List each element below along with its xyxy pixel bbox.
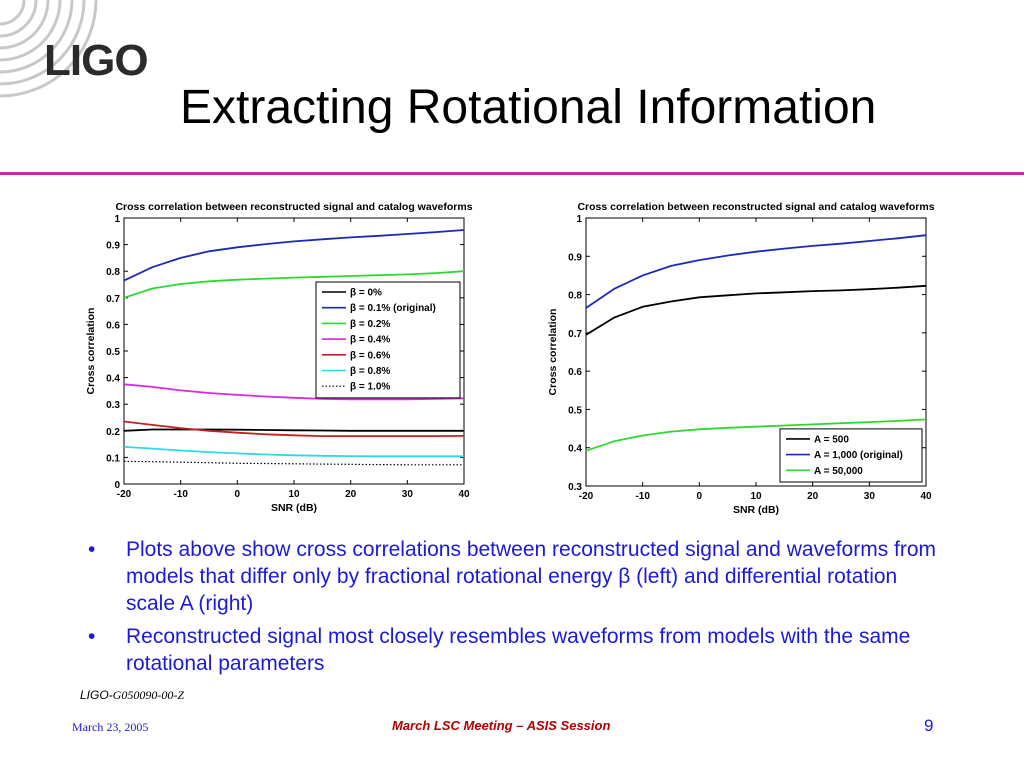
legend-label: A = 1,000 (original)	[814, 450, 903, 461]
legend-label: β = 0.6%	[350, 350, 390, 361]
document-id-number: G050090-00-Z	[112, 688, 185, 702]
series-line-4	[123, 383, 465, 401]
x-tick-label: -10	[173, 489, 188, 500]
series-line-6	[123, 445, 464, 458]
x-tick-label: -10	[635, 491, 650, 502]
x-tick-label: 10	[750, 491, 762, 502]
x-tick-label: 20	[807, 491, 819, 502]
y-tick-label: 0.6	[568, 367, 582, 378]
x-axis-label: SNR (dB)	[271, 502, 317, 514]
y-tick-label: 0.2	[106, 427, 120, 438]
document-id-prefix: LIGO-	[80, 688, 113, 702]
y-tick-label: 0.1	[106, 453, 120, 464]
title-divider	[0, 172, 1024, 175]
legend-label: β = 0.2%	[350, 319, 390, 330]
chart-right-svg: Cross correlation between reconstructed …	[547, 201, 935, 516]
series-line-5	[123, 420, 465, 438]
bullet-list: • Plots above show cross correlations be…	[80, 536, 950, 683]
x-tick-label: -20	[579, 491, 594, 502]
y-tick-label: 0	[114, 480, 120, 491]
document-id: LIGO-G050090-00-Z	[80, 688, 184, 703]
legend-label: β = 0.1% (original)	[350, 303, 436, 314]
y-tick-label: 0.9	[568, 252, 582, 263]
footer-date: March 23, 2005	[72, 720, 149, 734]
ligo-logo-arcs-icon	[0, 0, 98, 98]
y-tick-label: 0.7	[568, 329, 582, 340]
x-tick-label: 0	[697, 491, 703, 502]
y-tick-label: 0.8	[106, 267, 120, 278]
x-tick-label: -20	[117, 489, 132, 500]
series-line-3	[585, 418, 927, 452]
chart-right: Cross correlation between reconstructed …	[540, 196, 960, 531]
y-tick-label: 0.4	[106, 374, 120, 385]
series-line-1	[585, 284, 927, 336]
bullet-marker: •	[88, 538, 96, 561]
y-tick-label: 1	[114, 214, 120, 225]
bullet-text: Reconstructed signal most closely resemb…	[126, 625, 911, 675]
legend-label: β = 0%	[350, 288, 382, 299]
series-line-3	[123, 270, 465, 299]
y-tick-label: 0.9	[106, 241, 120, 252]
legend-label: A = 500	[814, 434, 849, 445]
series-line-7	[123, 460, 464, 466]
y-tick-label: 1	[576, 214, 582, 225]
slide-title: Extracting Rotational Information	[180, 81, 877, 134]
legend-label: β = 0.8%	[350, 366, 390, 377]
chart-title: Cross correlation between reconstructed …	[577, 201, 934, 213]
series-line-2	[123, 229, 465, 282]
y-tick-label: 0.5	[568, 405, 582, 416]
y-tick-label: 0.3	[568, 482, 582, 493]
bullet-text: Plots above show cross correlations betw…	[126, 538, 937, 615]
ligo-logo: LIGO	[44, 36, 149, 85]
x-tick-label: 30	[864, 491, 876, 502]
legend-box	[315, 281, 461, 399]
y-tick-label: 0.7	[106, 294, 120, 305]
legend-label: β = 1.0%	[350, 382, 390, 393]
y-axis-label: Cross correlation	[85, 308, 97, 395]
footer-event: March LSC Meeting – ASIS Session	[392, 718, 611, 733]
page-number: 9	[924, 716, 934, 735]
chart-left-svg: Cross correlation between reconstructed …	[85, 201, 473, 514]
series-line-1	[123, 428, 464, 432]
legend-box	[779, 428, 923, 483]
bullet-item-2: • Reconstructed signal most closely rese…	[80, 623, 950, 677]
x-tick-label: 20	[345, 489, 357, 500]
y-tick-label: 0.8	[568, 291, 582, 302]
legend: A = 500 A = 1,000 (original) A = 50,000	[779, 428, 923, 483]
x-tick-label: 40	[920, 491, 932, 502]
bullet-marker: •	[88, 625, 96, 648]
chart-left: Cross correlation between reconstructed …	[78, 196, 498, 531]
y-tick-label: 0.4	[568, 444, 582, 455]
x-axis-label: SNR (dB)	[733, 504, 779, 516]
x-tick-label: 0	[235, 489, 241, 500]
y-tick-label: 0.3	[106, 400, 120, 411]
x-tick-label: 10	[288, 489, 300, 500]
x-tick-label: 40	[458, 489, 470, 500]
y-tick-label: 0.5	[106, 347, 120, 358]
legend: β = 0% β = 0.1% (original) β = 0.2% β = 0.4…	[315, 281, 461, 399]
y-axis-label: Cross correlation	[547, 309, 559, 396]
y-tick-label: 0.6	[106, 320, 120, 331]
x-tick-label: 30	[402, 489, 414, 500]
legend-label: A = 50,000	[814, 466, 863, 477]
chart-title: Cross correlation between reconstructed …	[115, 201, 472, 213]
series-line-2	[585, 234, 927, 309]
bullet-item-1: • Plots above show cross correlations be…	[80, 536, 950, 617]
legend-label: β = 0.4%	[350, 335, 390, 346]
